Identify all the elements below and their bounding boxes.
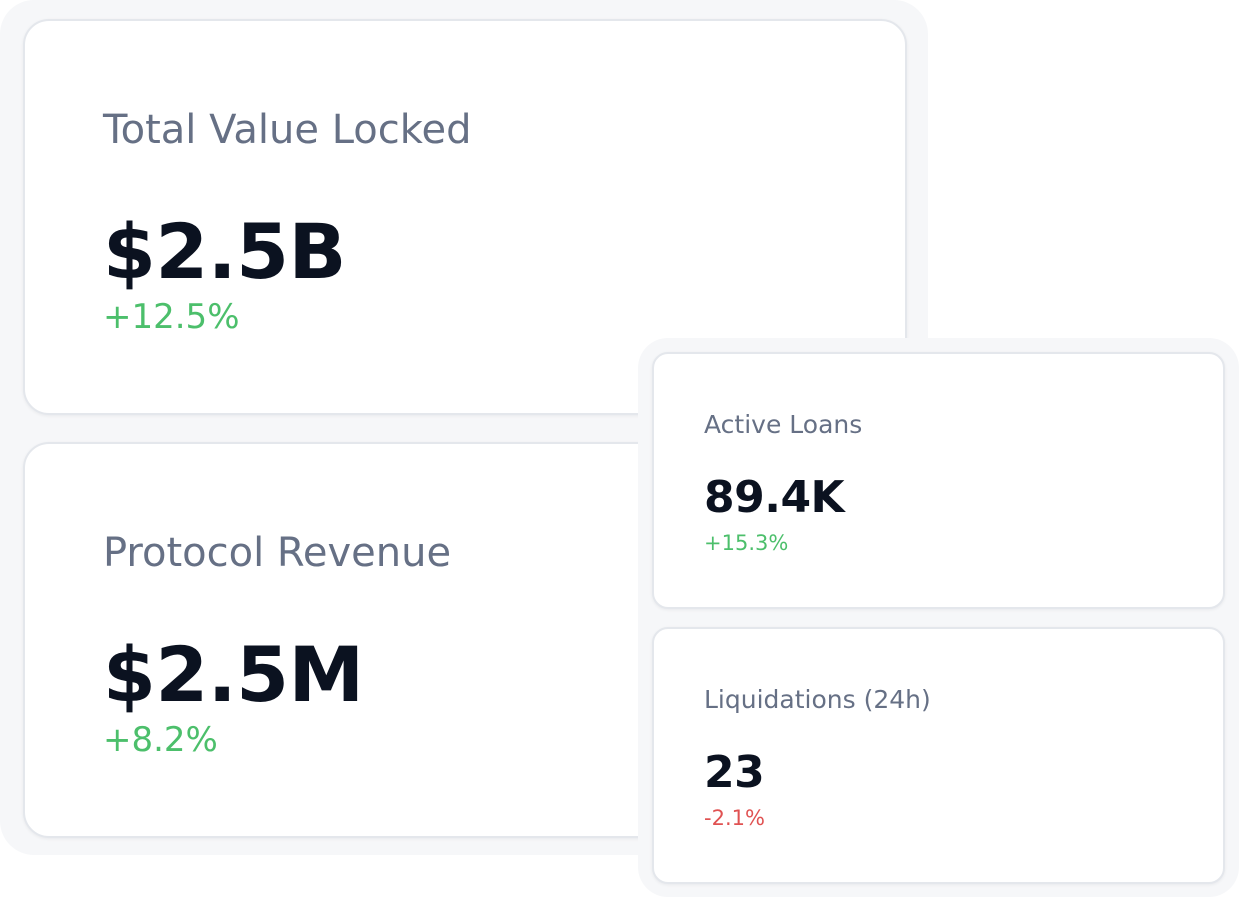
liquidations-card: Liquidations (24h) 23 -2.1% (652, 627, 1225, 884)
protocol-revenue-change: +8.2% (103, 720, 218, 760)
protocol-revenue-value: $2.5M (103, 630, 364, 719)
tvl-value: $2.5B (103, 207, 346, 296)
active-loans-label: Active Loans (704, 410, 863, 439)
liquidations-label: Liquidations (24h) (704, 685, 931, 714)
protocol-revenue-label: Protocol Revenue (103, 530, 452, 576)
active-loans-card: Active Loans 89.4K +15.3% (652, 352, 1225, 609)
tvl-change: +12.5% (103, 297, 240, 337)
active-loans-value: 89.4K (704, 472, 845, 523)
liquidations-value: 23 (704, 747, 765, 798)
tvl-label: Total Value Locked (103, 107, 472, 153)
liquidations-change: -2.1% (704, 806, 765, 830)
active-loans-change: +15.3% (704, 531, 789, 555)
